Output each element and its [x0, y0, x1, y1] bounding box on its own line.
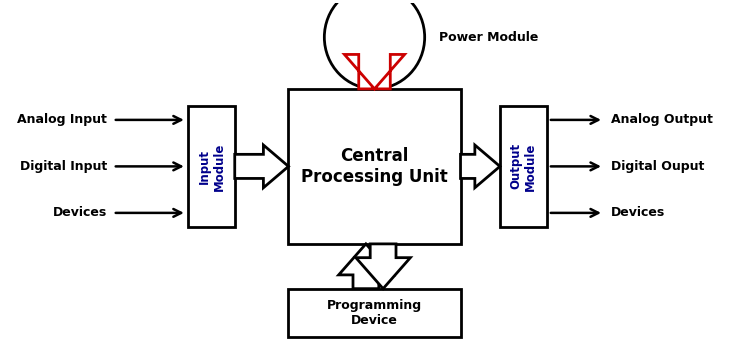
Polygon shape	[460, 145, 500, 188]
Text: Central
Processing Unit: Central Processing Unit	[302, 147, 448, 186]
Bar	[289, 89, 460, 244]
Text: Output
Module: Output Module	[509, 142, 537, 191]
Polygon shape	[235, 145, 289, 188]
Text: Devices: Devices	[53, 206, 107, 219]
Text: Analog Input: Analog Input	[17, 113, 107, 126]
Bar	[289, 289, 460, 337]
Text: Digital Input: Digital Input	[20, 160, 107, 173]
Text: Power Module: Power Module	[439, 31, 538, 44]
Text: Programming
Device: Programming Device	[327, 299, 422, 327]
Text: Input
Module: Input Module	[197, 142, 226, 191]
Text: Analog Output: Analog Output	[611, 113, 713, 126]
Ellipse shape	[324, 0, 424, 89]
Polygon shape	[344, 55, 404, 89]
Text: Devices: Devices	[611, 206, 665, 219]
Bar	[500, 106, 547, 227]
Polygon shape	[356, 244, 410, 289]
Text: Digital Ouput: Digital Ouput	[611, 160, 704, 173]
Polygon shape	[339, 244, 393, 289]
Bar	[188, 106, 235, 227]
